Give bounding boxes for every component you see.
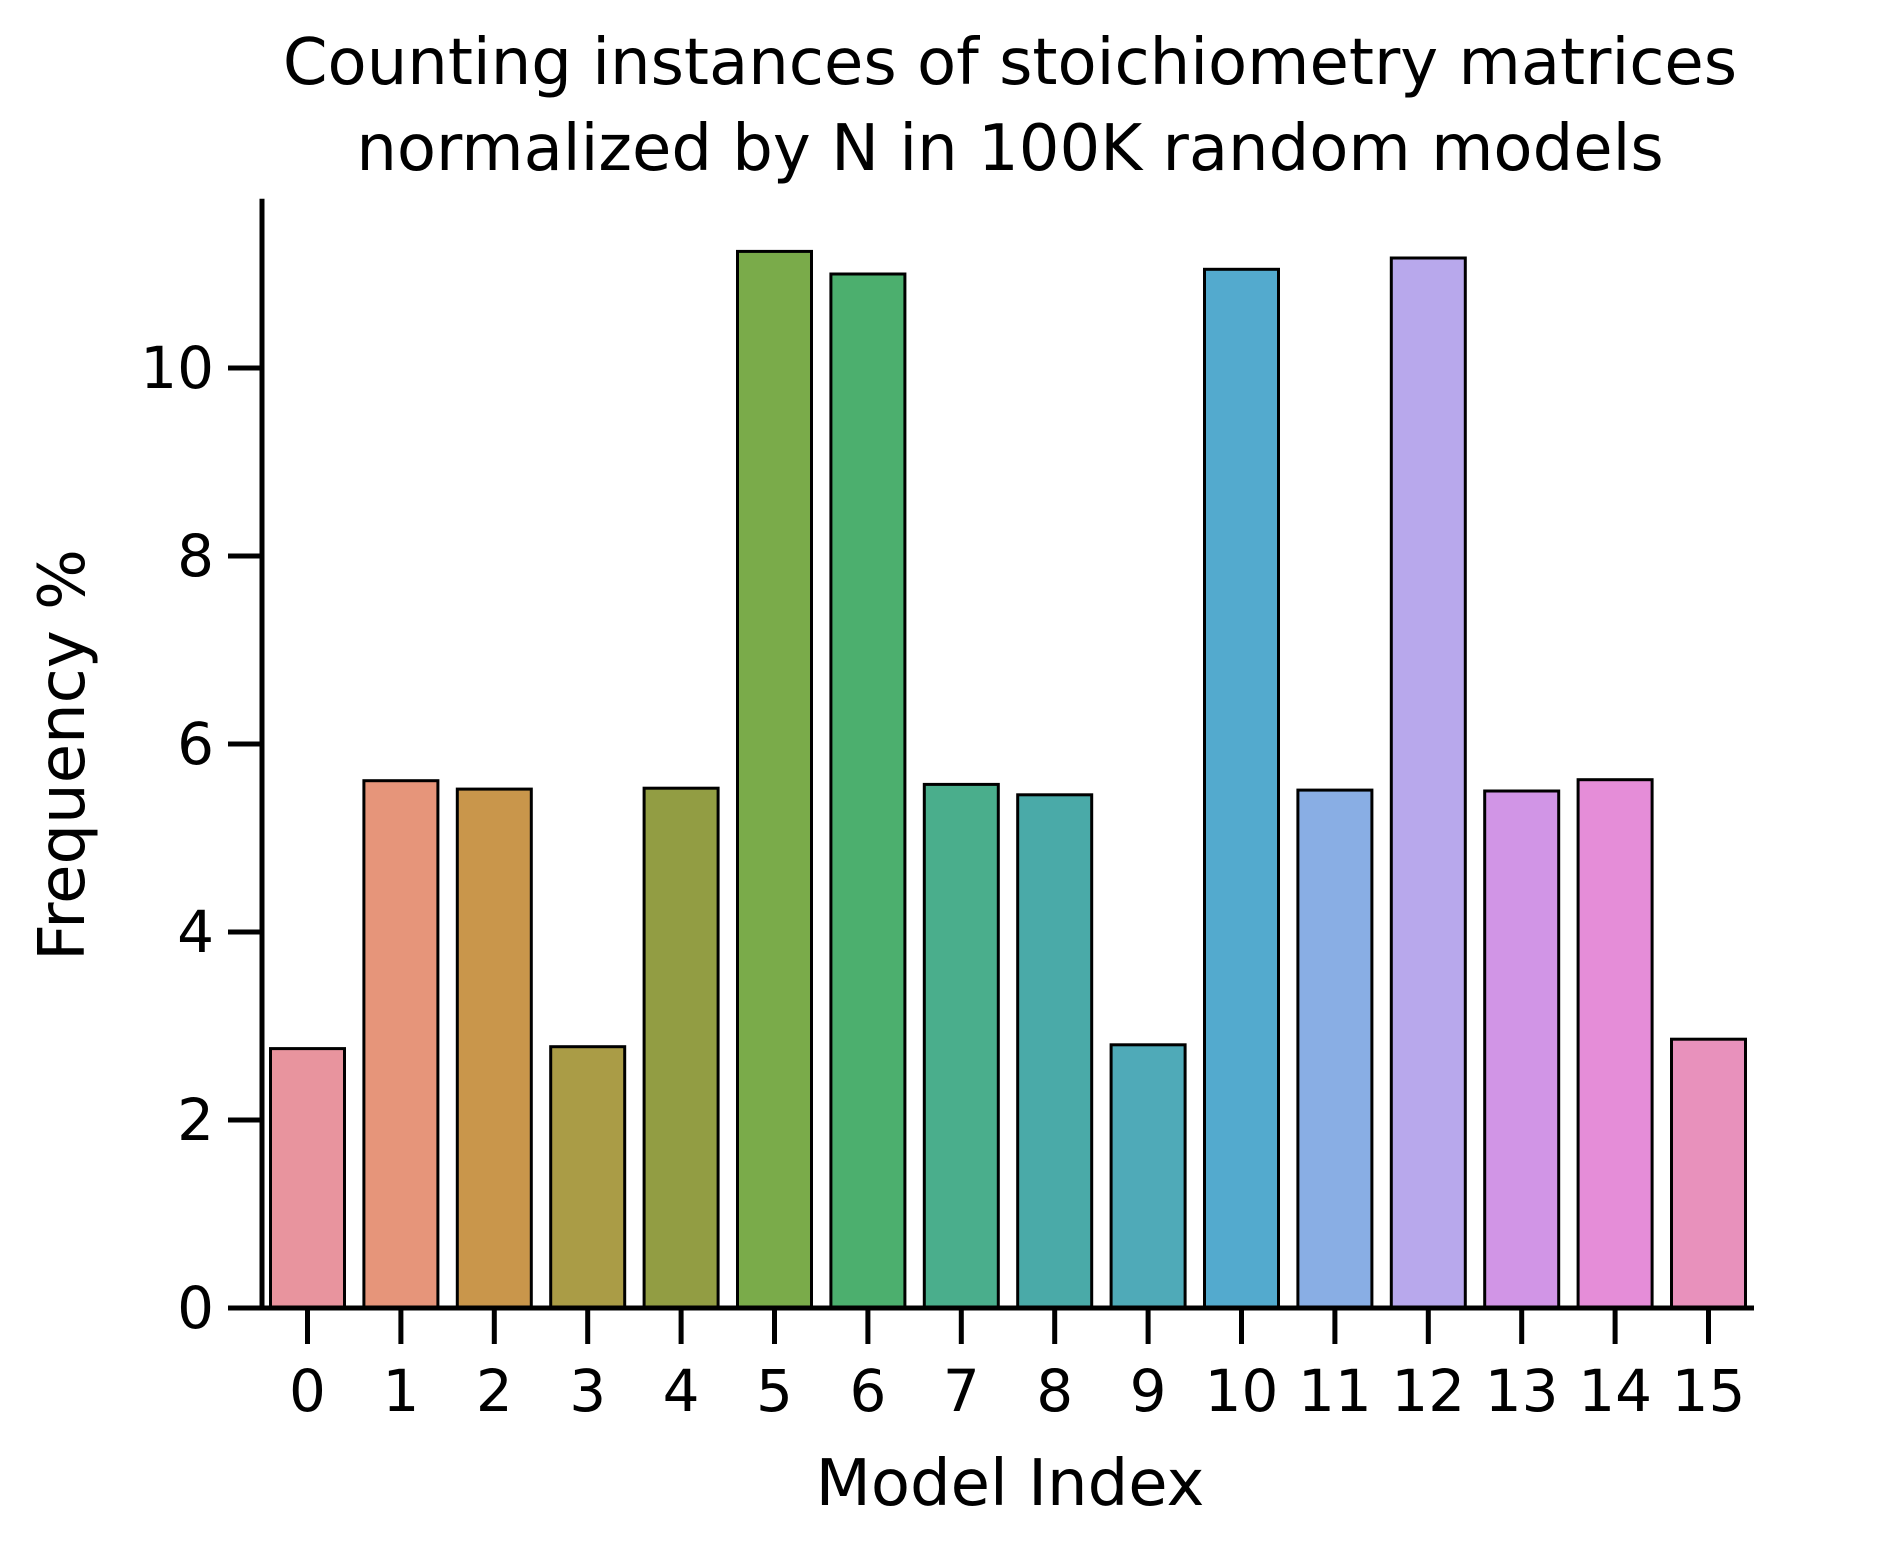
bar-model-12 <box>1389 256 1467 1310</box>
bar-model-10 <box>1203 267 1280 1310</box>
x-tick-label-9: 9 <box>1130 1357 1167 1425</box>
chart-title-line-2: normalized by N in 100K random models <box>356 112 1663 186</box>
x-tick-label-8: 8 <box>1036 1357 1073 1425</box>
y-tick-label-0: 0 <box>177 1274 214 1342</box>
x-tick-label-15: 15 <box>1672 1357 1746 1425</box>
y-tick-label-2: 2 <box>177 1086 214 1154</box>
bars-group <box>269 249 1747 1310</box>
x-tick-label-0: 0 <box>289 1357 326 1425</box>
x-tick-label-13: 13 <box>1485 1357 1559 1425</box>
bar-model-7 <box>922 782 1000 1310</box>
bar-model-5 <box>736 249 813 1310</box>
bar-model-6 <box>829 272 907 1310</box>
x-tick-label-1: 1 <box>382 1357 419 1425</box>
x-tick-label-10: 10 <box>1205 1357 1279 1425</box>
bar-model-1 <box>362 779 440 1310</box>
bar-model-9 <box>1109 1043 1187 1310</box>
bar-model-3 <box>549 1045 627 1310</box>
bar-model-2 <box>455 787 533 1310</box>
y-tick-label-6: 6 <box>177 710 214 778</box>
x-tick-label-11: 11 <box>1298 1357 1372 1425</box>
bar-model-11 <box>1296 788 1374 1310</box>
y-axis: 0 2 4 6 8 10 <box>140 198 265 1342</box>
x-axis-label: Model Index <box>816 1447 1205 1521</box>
y-tick-label-8: 8 <box>177 522 214 590</box>
x-tick-label-6: 6 <box>849 1357 886 1425</box>
y-axis-label: Frequency % <box>26 549 100 961</box>
chart-title-line-1: Counting instances of stoichiometry matr… <box>283 26 1737 100</box>
x-tick-label-14: 14 <box>1578 1357 1652 1425</box>
bar-model-4 <box>642 786 720 1310</box>
x-tick-label-7: 7 <box>943 1357 980 1425</box>
y-tick-label-4: 4 <box>177 898 214 966</box>
x-axis: 0 1 2 3 4 5 6 7 8 9 10 11 12 13 14 15 <box>259 1305 1754 1425</box>
bar-model-0 <box>269 1047 346 1310</box>
bar-model-15 <box>1670 1037 1747 1310</box>
bar-model-14 <box>1576 778 1654 1310</box>
bar-model-13 <box>1483 789 1561 1310</box>
x-tick-label-12: 12 <box>1391 1357 1465 1425</box>
bar-model-8 <box>1016 793 1094 1310</box>
x-tick-label-2: 2 <box>476 1357 513 1425</box>
x-tick-label-5: 5 <box>756 1357 793 1425</box>
y-tick-label-10: 10 <box>140 334 214 402</box>
x-tick-label-3: 3 <box>569 1357 606 1425</box>
x-tick-label-4: 4 <box>663 1357 700 1425</box>
